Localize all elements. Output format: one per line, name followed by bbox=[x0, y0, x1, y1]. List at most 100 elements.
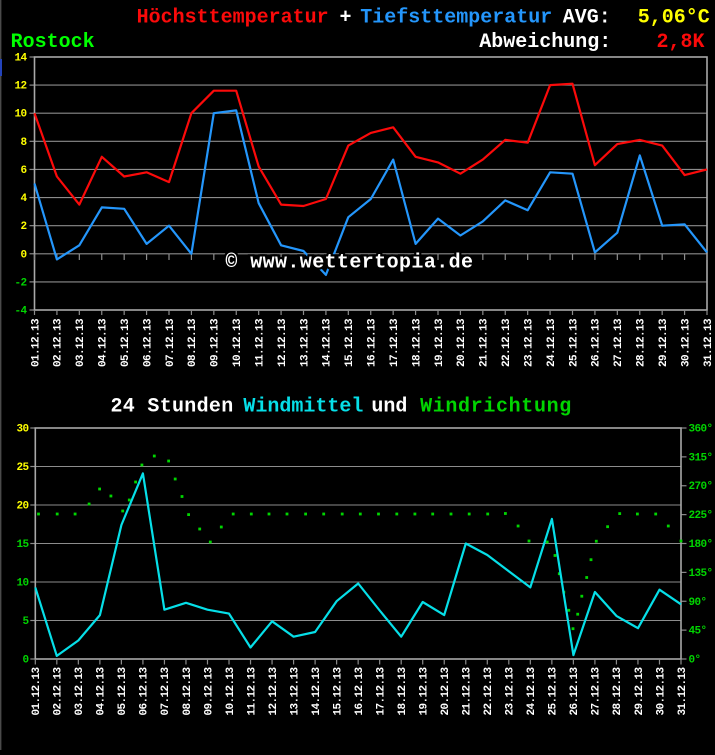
svg-text:0: 0 bbox=[20, 249, 26, 261]
svg-text:24.12.13: 24.12.13 bbox=[546, 318, 558, 367]
svg-text:31.12.13: 31.12.13 bbox=[677, 666, 689, 715]
svg-text:11.12.13: 11.12.13 bbox=[254, 318, 266, 367]
svg-text:07.12.13: 07.12.13 bbox=[165, 318, 177, 367]
svg-text:225°: 225° bbox=[689, 510, 713, 522]
svg-text:AVG:: AVG: bbox=[563, 7, 611, 30]
svg-text:23.12.13: 23.12.13 bbox=[505, 666, 517, 715]
svg-text:08.12.13: 08.12.13 bbox=[182, 666, 194, 715]
svg-text:© www.wettertopia.de: © www.wettertopia.de bbox=[225, 252, 473, 275]
svg-text:27.12.13: 27.12.13 bbox=[613, 318, 625, 367]
svg-text:12.12.13: 12.12.13 bbox=[277, 318, 289, 367]
svg-text:10.12.13: 10.12.13 bbox=[225, 666, 237, 715]
svg-text:10: 10 bbox=[14, 109, 26, 121]
svg-text:13.12.13: 13.12.13 bbox=[289, 666, 301, 715]
svg-text:90°: 90° bbox=[689, 597, 707, 609]
svg-text:12.12.13: 12.12.13 bbox=[268, 666, 280, 715]
svg-text:27.12.13: 27.12.13 bbox=[591, 666, 603, 715]
svg-text:02.12.13: 02.12.13 bbox=[53, 666, 65, 715]
svg-text:14: 14 bbox=[14, 53, 27, 65]
svg-text:10: 10 bbox=[16, 578, 28, 590]
svg-text:06.12.13: 06.12.13 bbox=[139, 666, 151, 715]
svg-text:30: 30 bbox=[16, 424, 28, 436]
svg-text:21.12.13: 21.12.13 bbox=[479, 318, 491, 367]
svg-text:07.12.13: 07.12.13 bbox=[160, 666, 172, 715]
svg-text:14.12.13: 14.12.13 bbox=[311, 666, 323, 715]
svg-text:09.12.13: 09.12.13 bbox=[210, 318, 222, 367]
svg-text:6: 6 bbox=[20, 165, 26, 177]
svg-text:-4: -4 bbox=[14, 306, 27, 318]
svg-text:29.12.13: 29.12.13 bbox=[634, 666, 646, 715]
svg-text:25.12.13: 25.12.13 bbox=[568, 318, 580, 367]
svg-text:26.12.13: 26.12.13 bbox=[569, 666, 581, 715]
svg-text:2,8K: 2,8K bbox=[657, 31, 705, 54]
svg-text:05.12.13: 05.12.13 bbox=[117, 666, 129, 715]
svg-text:15.12.13: 15.12.13 bbox=[344, 318, 356, 367]
svg-text:45°: 45° bbox=[689, 626, 707, 638]
svg-text:01.12.13: 01.12.13 bbox=[30, 318, 42, 367]
svg-text:19.12.13: 19.12.13 bbox=[419, 666, 431, 715]
svg-text:25: 25 bbox=[16, 462, 29, 474]
svg-text:5: 5 bbox=[22, 616, 29, 628]
svg-text:+: + bbox=[340, 7, 352, 30]
svg-text:08.12.13: 08.12.13 bbox=[187, 318, 199, 367]
svg-text:22.12.13: 22.12.13 bbox=[483, 666, 495, 715]
svg-text:04.12.13: 04.12.13 bbox=[98, 318, 110, 367]
svg-text:21.12.13: 21.12.13 bbox=[462, 666, 474, 715]
svg-text:19.12.13: 19.12.13 bbox=[434, 318, 446, 367]
svg-text:10.12.13: 10.12.13 bbox=[232, 318, 244, 367]
svg-text:20.12.13: 20.12.13 bbox=[456, 318, 468, 367]
svg-text:12: 12 bbox=[14, 81, 26, 93]
svg-text:14.12.13: 14.12.13 bbox=[322, 318, 334, 367]
svg-text:Tiefsttemperatur: Tiefsttemperatur bbox=[360, 7, 552, 30]
svg-text:18.12.13: 18.12.13 bbox=[411, 318, 423, 367]
svg-text:20.12.13: 20.12.13 bbox=[440, 666, 452, 715]
svg-text:270°: 270° bbox=[689, 481, 713, 493]
svg-text:31.12.13: 31.12.13 bbox=[703, 318, 715, 367]
svg-text:2: 2 bbox=[20, 221, 26, 233]
svg-text:01.12.13: 01.12.13 bbox=[31, 666, 43, 715]
svg-text:17.12.13: 17.12.13 bbox=[375, 666, 387, 715]
svg-text:-2: -2 bbox=[14, 277, 26, 289]
svg-text:5,06°C: 5,06°C bbox=[638, 7, 710, 30]
svg-text:25.12.13: 25.12.13 bbox=[548, 666, 560, 715]
svg-text:30.12.13: 30.12.13 bbox=[680, 318, 692, 367]
svg-text:16.12.13: 16.12.13 bbox=[354, 666, 366, 715]
svg-text:24 Stunden: 24 Stunden bbox=[111, 396, 234, 419]
svg-text:Höchsttemperatur: Höchsttemperatur bbox=[137, 7, 329, 30]
svg-text:13.12.13: 13.12.13 bbox=[299, 318, 311, 367]
svg-text:22.12.13: 22.12.13 bbox=[501, 318, 513, 367]
svg-text:04.12.13: 04.12.13 bbox=[96, 666, 108, 715]
svg-text:30.12.13: 30.12.13 bbox=[655, 666, 667, 715]
svg-text:135°: 135° bbox=[689, 568, 713, 580]
svg-text:315°: 315° bbox=[689, 452, 713, 464]
svg-text:0: 0 bbox=[22, 655, 28, 667]
svg-text:180°: 180° bbox=[689, 539, 713, 551]
svg-text:28.12.13: 28.12.13 bbox=[636, 318, 648, 367]
svg-text:und: und bbox=[371, 396, 407, 419]
svg-text:Rostock: Rostock bbox=[11, 31, 95, 54]
svg-text:16.12.13: 16.12.13 bbox=[367, 318, 379, 367]
svg-text:17.12.13: 17.12.13 bbox=[389, 318, 401, 367]
svg-text:0°: 0° bbox=[689, 655, 701, 667]
svg-text:8: 8 bbox=[20, 137, 27, 149]
svg-text:Windmittel: Windmittel bbox=[243, 396, 363, 419]
svg-text:4: 4 bbox=[20, 193, 27, 205]
svg-text:Windrichtung: Windrichtung bbox=[420, 396, 572, 419]
svg-text:09.12.13: 09.12.13 bbox=[203, 666, 215, 715]
svg-text:26.12.13: 26.12.13 bbox=[591, 318, 603, 367]
svg-text:03.12.13: 03.12.13 bbox=[74, 666, 86, 715]
svg-text:03.12.13: 03.12.13 bbox=[75, 318, 87, 367]
svg-text:15.12.13: 15.12.13 bbox=[332, 666, 344, 715]
svg-text:23.12.13: 23.12.13 bbox=[523, 318, 535, 367]
svg-text:24.12.13: 24.12.13 bbox=[526, 666, 538, 715]
svg-text:02.12.13: 02.12.13 bbox=[53, 318, 65, 367]
svg-text:Abweichung:: Abweichung: bbox=[479, 31, 611, 54]
svg-text:29.12.13: 29.12.13 bbox=[658, 318, 670, 367]
svg-text:360°: 360° bbox=[689, 424, 713, 436]
svg-text:28.12.13: 28.12.13 bbox=[612, 666, 624, 715]
svg-text:11.12.13: 11.12.13 bbox=[246, 666, 258, 715]
svg-text:18.12.13: 18.12.13 bbox=[397, 666, 409, 715]
svg-text:05.12.13: 05.12.13 bbox=[120, 318, 132, 367]
svg-text:06.12.13: 06.12.13 bbox=[142, 318, 154, 367]
svg-text:15: 15 bbox=[16, 539, 29, 551]
